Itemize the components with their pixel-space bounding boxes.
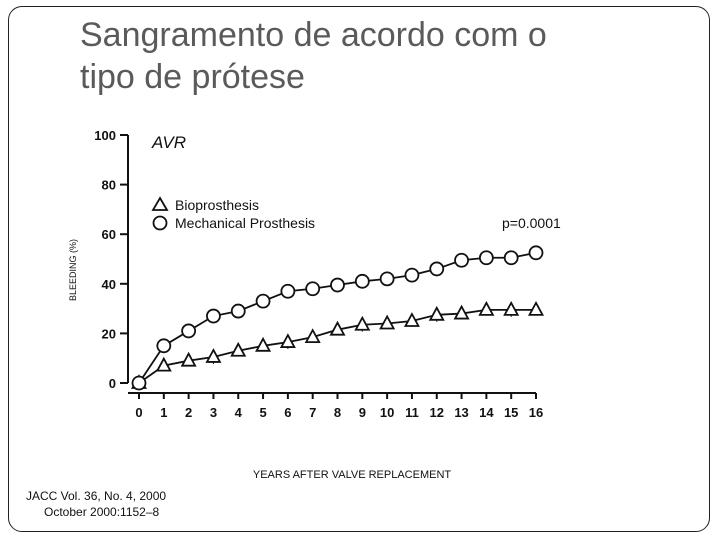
series-bioprosthesis bbox=[130, 300, 545, 389]
x-tick-label: 1 bbox=[160, 405, 167, 420]
data-point-circle bbox=[503, 250, 519, 266]
data-point-triangle bbox=[304, 328, 321, 344]
data-point-circle bbox=[280, 283, 296, 299]
slide-title-line1: Sangramento de acordo com o bbox=[80, 16, 547, 54]
y-tick-label: 60 bbox=[102, 227, 116, 242]
data-point-circle bbox=[454, 252, 469, 268]
x-tick-label: 9 bbox=[359, 405, 366, 420]
x-tick-label: 14 bbox=[479, 405, 494, 420]
data-point-circle bbox=[528, 245, 544, 261]
data-point-circle bbox=[181, 323, 197, 339]
chart-title: AVR bbox=[151, 133, 186, 152]
x-tick-label: 7 bbox=[309, 405, 316, 420]
series-layer bbox=[130, 245, 545, 391]
data-point-triangle bbox=[453, 304, 470, 320]
data-point-triangle bbox=[478, 300, 495, 316]
y-tick-label: 0 bbox=[109, 376, 116, 391]
p-value-annotation: p=0.0001 bbox=[502, 215, 561, 231]
data-point-triangle bbox=[180, 351, 197, 367]
data-point-circle bbox=[404, 267, 420, 283]
x-tick-label: 3 bbox=[210, 405, 217, 420]
slide-title: Sangramento de acordo com o tipo de prót… bbox=[80, 14, 680, 98]
data-point-circle bbox=[230, 303, 246, 319]
data-point-circle bbox=[478, 250, 494, 266]
data-point-triangle bbox=[527, 300, 545, 316]
x-tick-label: 0 bbox=[135, 405, 142, 420]
data-point-circle bbox=[305, 281, 321, 297]
x-tick-label: 6 bbox=[284, 405, 291, 420]
data-point-triangle bbox=[279, 333, 296, 348]
data-point-circle bbox=[354, 273, 370, 289]
legend-circle-marker bbox=[152, 215, 168, 231]
x-tick-label: 16 bbox=[529, 405, 543, 420]
data-point-triangle bbox=[354, 315, 371, 331]
data-point-triangle bbox=[379, 314, 396, 330]
x-tick-label: 10 bbox=[380, 405, 394, 420]
y-tick-label: 40 bbox=[102, 277, 116, 292]
x-tick-label: 12 bbox=[430, 405, 444, 420]
series-line bbox=[138, 251, 537, 384]
data-point-triangle bbox=[403, 312, 420, 327]
x-tick-label: 4 bbox=[235, 405, 243, 420]
x-tick-label: 11 bbox=[405, 405, 419, 420]
citation: JACC Vol. 36, No. 4, 2000 October 2000:1… bbox=[26, 488, 166, 520]
data-point-triangle bbox=[428, 305, 445, 321]
y-tick-label: 80 bbox=[102, 178, 116, 193]
data-point-circle bbox=[131, 375, 147, 391]
citation-line2: October 2000:1152–8 bbox=[44, 505, 160, 519]
legend-triangle-marker bbox=[151, 196, 169, 211]
y-tick-label: 20 bbox=[102, 326, 116, 341]
slide-frame bbox=[8, 6, 710, 532]
legend-item-mechanical: Mechanical Prosthesis bbox=[152, 215, 315, 231]
x-tick-label: 13 bbox=[454, 405, 468, 420]
data-point-triangle bbox=[503, 300, 520, 316]
legend-item-bioprosthesis: Bioprosthesis bbox=[151, 196, 259, 213]
y-tick-label: 100 bbox=[94, 128, 116, 143]
x-tick-label: 2 bbox=[185, 405, 192, 420]
y-axis-label: BLEEDING (%) bbox=[68, 239, 78, 301]
data-point-circle bbox=[156, 338, 172, 354]
data-point-circle bbox=[206, 308, 221, 324]
citation-line1: JACC Vol. 36, No. 4, 2000 bbox=[26, 489, 167, 503]
data-point-triangle bbox=[230, 341, 247, 357]
chart-legend: Bioprosthesis Mechanical Prosthesis bbox=[151, 196, 315, 231]
data-point-triangle bbox=[329, 320, 346, 336]
data-point-circle bbox=[429, 261, 445, 277]
data-point-circle bbox=[255, 293, 271, 309]
series-mechanical-prosthesis bbox=[131, 245, 544, 391]
x-tick-label: 15 bbox=[504, 405, 518, 420]
data-point-circle bbox=[330, 277, 345, 293]
x-axis-label: YEARS AFTER VALVE REPLACEMENT bbox=[253, 469, 452, 481]
data-point-triangle bbox=[255, 336, 272, 352]
data-point-triangle bbox=[205, 348, 222, 363]
data-point-circle bbox=[379, 271, 395, 287]
legend-label-mechanical: Mechanical Prosthesis bbox=[175, 215, 315, 231]
slide-title-line2: tipo de prótese bbox=[80, 58, 305, 96]
x-tick-label: 8 bbox=[334, 405, 341, 420]
legend-label-bioprosthesis: Bioprosthesis bbox=[175, 197, 259, 213]
x-tick-label: 5 bbox=[259, 405, 266, 420]
data-point-triangle bbox=[155, 356, 172, 372]
